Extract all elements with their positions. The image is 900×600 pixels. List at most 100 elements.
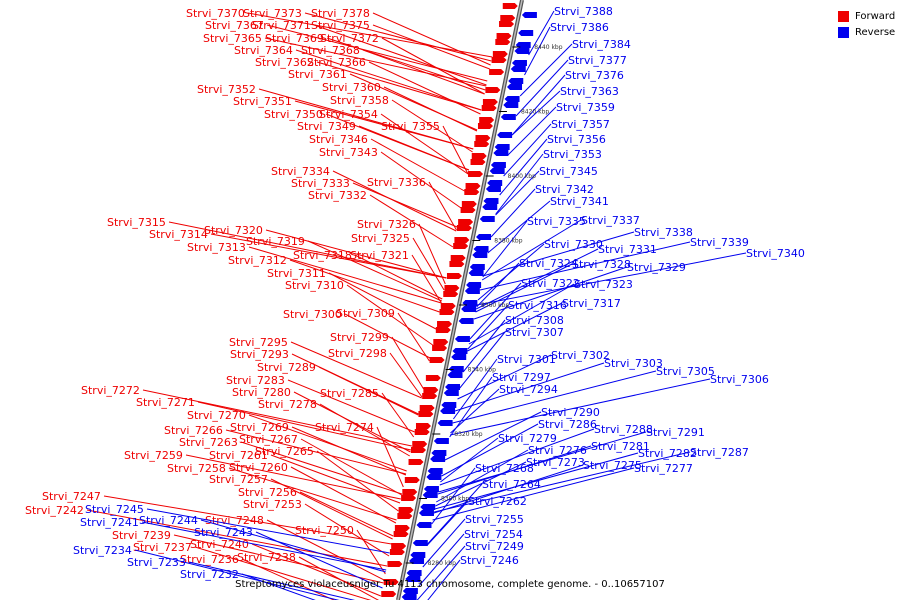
reverse-gene-connector xyxy=(475,248,599,310)
forward-gene-connector xyxy=(270,454,401,504)
reverse-gene-label: Strvi_7243 xyxy=(194,526,253,539)
forward-gene-label: Strvi_7332 xyxy=(308,189,367,202)
forward-gene-label: Strvi_7274 xyxy=(315,421,374,434)
forward-gene-arrow xyxy=(443,291,459,297)
forward-gene-label: Strvi_7272 xyxy=(81,384,140,397)
reverse-gene-connector xyxy=(519,43,573,97)
reverse-gene-connector xyxy=(426,500,469,546)
forward-gene-arrow xyxy=(481,105,497,111)
reverse-gene-connector xyxy=(490,188,536,238)
reverse-gene-arrow xyxy=(445,384,461,390)
reverse-gene-label: Strvi_7357 xyxy=(551,118,610,131)
forward-gene-arrow xyxy=(435,327,451,333)
reverse-gene-label: Strvi_7297 xyxy=(492,371,551,384)
forward-gene-connector xyxy=(289,259,440,313)
forward-gene-connector xyxy=(197,401,412,451)
reverse-gene-connector xyxy=(511,90,561,136)
forward-gene-label: Strvi_7314 xyxy=(149,228,208,241)
reverse-gene-label: Strvi_7376 xyxy=(565,69,624,82)
forward-gene-connector xyxy=(354,254,443,300)
reverse-gene-arrow xyxy=(469,264,485,270)
forward-gene-arrow xyxy=(458,219,474,225)
forward-gene-connector xyxy=(248,414,407,472)
forward-gene-label: Strvi_7250 xyxy=(295,524,354,537)
forward-gene-connector xyxy=(352,182,458,228)
forward-gene-arrow xyxy=(432,345,448,351)
forward-gene-arrow xyxy=(461,201,477,207)
reverse-gene-label: Strvi_7273 xyxy=(526,456,585,469)
forward-gene-connector xyxy=(376,426,404,488)
reverse-gene-label: Strvi_7328 xyxy=(572,258,631,271)
reverse-gene-label: Strvi_7308 xyxy=(505,314,564,327)
forward-gene-label: Strvi_7362 xyxy=(255,56,314,69)
reverse-gene-label: Strvi_7279 xyxy=(498,432,557,445)
reverse-gene-label: Strvi_7254 xyxy=(464,528,523,541)
reverse-gene-connector xyxy=(528,10,555,56)
reverse-gene-connector xyxy=(134,549,340,600)
forward-gene-label: Strvi_7283 xyxy=(226,374,285,387)
forward-gene-connector xyxy=(369,194,454,248)
reverse-gene-label: Strvi_7363 xyxy=(560,85,619,98)
reverse-gene-label: Strvi_7241 xyxy=(80,516,139,529)
axis-tick-label: 8280 kbp xyxy=(428,560,456,567)
forward-gene-arrow xyxy=(389,549,405,555)
reverse-gene-label: Strvi_7324 xyxy=(519,257,578,270)
forward-gene-label: Strvi_7261 xyxy=(209,449,268,462)
reverse-gene-connector xyxy=(241,573,316,600)
forward-gene-connector xyxy=(391,336,425,390)
reverse-gene-connector xyxy=(146,508,390,554)
reverse-gene-connector xyxy=(436,449,529,503)
reverse-gene-connector xyxy=(422,518,466,568)
forward-gene-label: Strvi_7280 xyxy=(232,386,291,399)
reverse-gene-arrow xyxy=(503,102,519,108)
forward-gene-connector xyxy=(304,503,390,557)
forward-gene-label: Strvi_7365 xyxy=(203,32,262,45)
reverse-gene-connector xyxy=(507,106,557,156)
reverse-gene-connector xyxy=(495,170,540,216)
axis-tick-label: 8440 kbp xyxy=(534,44,562,51)
forward-gene-arrow xyxy=(381,591,397,597)
forward-gene-label: Strvi_7361 xyxy=(288,68,347,81)
forward-gene-arrow xyxy=(449,261,465,267)
reverse-gene-connector xyxy=(499,138,548,196)
axis-tick-label: 8320 kbp xyxy=(454,431,482,438)
forward-gene-label: Strvi_7270 xyxy=(187,409,246,422)
forward-gene-connector xyxy=(173,534,384,584)
reverse-gene-connector xyxy=(141,521,387,571)
reverse-gene-arrow xyxy=(507,84,523,90)
forward-gene-connector xyxy=(383,86,478,132)
reverse-gene-connector xyxy=(454,362,605,412)
axis-tick-label: 8400 kbp xyxy=(508,173,536,180)
reverse-gene-connector xyxy=(434,452,639,510)
forward-gene-label: Strvi_7364 xyxy=(234,44,293,57)
reverse-gene-connector xyxy=(432,467,635,521)
reverse-gene-connector xyxy=(431,467,476,525)
forward-gene-label: Strvi_7257 xyxy=(209,473,268,486)
forward-gene-connector xyxy=(319,403,411,457)
forward-gene-label: Strvi_7378 xyxy=(311,7,370,20)
forward-gene-arrow xyxy=(425,375,441,381)
forward-gene-label: Strvi_7260 xyxy=(229,461,288,474)
reverse-gene-arrow xyxy=(431,450,447,456)
reverse-gene-arrow xyxy=(521,12,537,18)
forward-gene-arrow xyxy=(397,513,413,519)
forward-gene-label: Strvi_7266 xyxy=(164,424,223,437)
reverse-gene-label: Strvi_7340 xyxy=(746,247,805,260)
reverse-gene-arrow xyxy=(487,180,503,186)
reverse-gene-arrow xyxy=(476,234,492,240)
forward-gene-arrow xyxy=(500,15,516,21)
forward-gene-label: Strvi_7351 xyxy=(233,95,292,108)
reverse-gene-arrow xyxy=(418,510,434,516)
reverse-gene-label: Strvi_7337 xyxy=(581,214,640,227)
reverse-gene-label: Strvi_7301 xyxy=(497,353,556,366)
forward-gene-label: Strvi_7258 xyxy=(167,462,226,475)
reverse-gene-arrow xyxy=(489,168,505,174)
forward-gene-arrow xyxy=(471,153,487,159)
reverse-gene-arrow xyxy=(518,30,534,36)
forward-gene-arrow xyxy=(408,459,424,465)
reverse-gene-label: Strvi_7245 xyxy=(85,503,144,516)
reverse-gene-connector xyxy=(467,302,563,352)
forward-gene-connector xyxy=(344,313,431,359)
reverse-gene-connector xyxy=(475,263,573,313)
reverse-gene-connector xyxy=(435,461,527,507)
